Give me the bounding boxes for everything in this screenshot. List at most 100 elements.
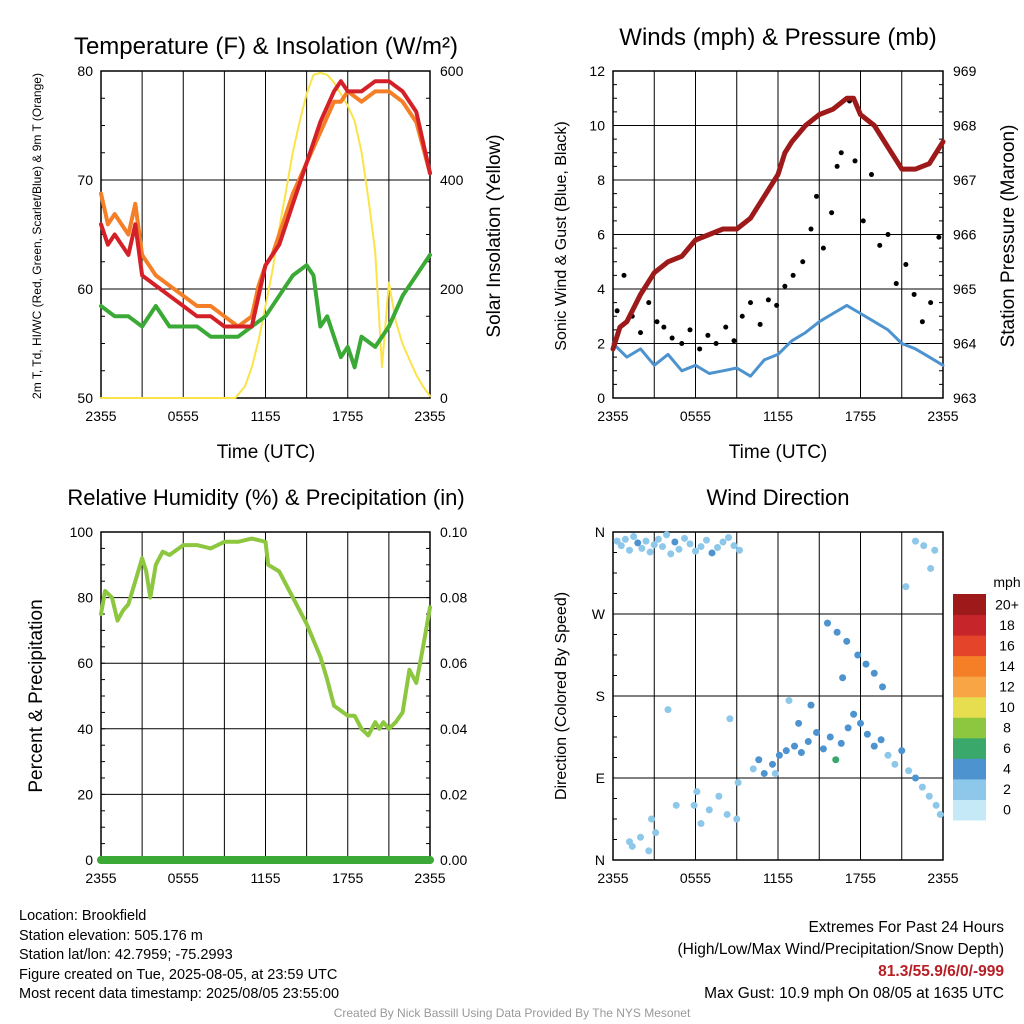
colorbar-swatch xyxy=(953,676,986,698)
direction-point xyxy=(734,779,742,787)
station-info: Location: Brookfield Station elevation: … xyxy=(19,907,339,1005)
gust-point xyxy=(739,313,745,319)
y-tick-label: 0 xyxy=(597,390,605,406)
direction-point xyxy=(870,669,878,677)
pressure-line xyxy=(610,95,946,352)
x-tick-label: 1155 xyxy=(250,408,280,424)
temp-2m-line xyxy=(99,79,432,329)
x-tick-label: 2355 xyxy=(414,870,445,886)
direction-point xyxy=(667,550,675,558)
colorbar-label: 2 xyxy=(1003,781,1011,797)
direction-point xyxy=(905,767,913,775)
y2-tick-label: 969 xyxy=(953,63,977,79)
temperature-ylabel: 2m T, Td, HI/WC (Red, Green, Scarlet/Blu… xyxy=(30,73,44,399)
direction-point xyxy=(769,760,776,768)
direction-point xyxy=(630,533,638,541)
direction-point xyxy=(884,751,892,759)
direction-point xyxy=(646,548,654,556)
direction-point xyxy=(839,674,847,682)
direction-point xyxy=(826,733,834,741)
gust-point xyxy=(869,172,874,178)
direction-point xyxy=(642,537,650,545)
y2-tick-label: 967 xyxy=(953,172,977,188)
gust-point xyxy=(748,300,753,306)
direction-point xyxy=(833,628,841,636)
wind-speed-line xyxy=(611,303,945,378)
direction-point xyxy=(843,637,851,645)
direction-point xyxy=(638,544,646,552)
colorbar-label: 0 xyxy=(1003,802,1011,818)
gust-point xyxy=(903,261,909,267)
y2-tick-label: 0.02 xyxy=(440,786,467,802)
direction-point xyxy=(672,801,680,809)
direction-point xyxy=(686,540,694,548)
winds-ylabel: Sonic Wind & Gust (Blue, Black) xyxy=(553,121,570,350)
direction-point xyxy=(705,806,713,814)
gust-point xyxy=(661,324,667,330)
x-tick-label: 0555 xyxy=(168,408,199,424)
y2-tick-label: 0.00 xyxy=(440,852,467,868)
colorbar-label: 4 xyxy=(1003,761,1011,777)
direction-point xyxy=(693,788,701,796)
direction-point xyxy=(723,810,731,818)
gust-point xyxy=(860,218,866,224)
dewpoint-line xyxy=(99,252,432,370)
credit-line: Created By Nick Bassill Using Data Provi… xyxy=(333,1006,691,1020)
y2-tick-label: 0.06 xyxy=(440,655,467,671)
y2-tick-label: 963 xyxy=(953,390,977,406)
direction-point xyxy=(891,760,899,768)
insolation-ylabel: Solar Insolation (Yellow) xyxy=(484,134,505,337)
gust-point xyxy=(621,272,627,278)
gust-point xyxy=(800,259,806,265)
gust-point xyxy=(713,341,719,346)
y-tick-label: 60 xyxy=(77,655,93,671)
x-tick-label: 1755 xyxy=(845,408,876,424)
colorbar-swatch xyxy=(953,737,986,759)
wind-direction-ylabel: Direction (Colored By Speed) xyxy=(553,592,570,800)
humidity-ylabel: Percent & Precipitation xyxy=(26,599,47,792)
y2-tick-label: 965 xyxy=(953,281,977,297)
direction-point xyxy=(925,792,933,800)
direction-point xyxy=(912,537,919,545)
y-tick-label: 80 xyxy=(77,63,93,79)
x-tick-label: 2355 xyxy=(597,870,628,886)
y2-tick-label: 600 xyxy=(440,63,464,79)
direction-point xyxy=(931,546,939,554)
direction-point xyxy=(681,534,688,542)
humidity-title: Relative Humidity (%) & Precipitation (i… xyxy=(67,485,464,510)
x-tick-label: 2355 xyxy=(85,408,116,424)
direction-point xyxy=(654,535,662,543)
humidity-line xyxy=(99,536,432,738)
gust-point xyxy=(679,341,685,346)
gust-point xyxy=(928,300,934,306)
gust-point xyxy=(919,319,925,325)
y-tick-label: W xyxy=(592,606,606,622)
y2-tick-label: 400 xyxy=(440,172,464,188)
max-gust: Max Gust: 10.9 mph On 08/05 at 1635 UTC xyxy=(704,985,1004,1002)
y2-tick-label: 968 xyxy=(953,118,977,134)
gust-point xyxy=(834,163,840,169)
wind-direction-panel: Wind Direction Direction (Colored By Spe… xyxy=(553,485,1021,886)
direction-point xyxy=(819,745,827,753)
direction-point xyxy=(621,535,629,543)
direction-point xyxy=(879,683,886,691)
x-tick-label: 0555 xyxy=(680,408,711,424)
direction-point xyxy=(927,564,935,572)
direction-point xyxy=(837,739,845,747)
direction-point xyxy=(714,543,721,551)
gust-point xyxy=(808,226,814,232)
extremes-info: Extremes For Past 24 Hours (High/Low/Max… xyxy=(678,917,1005,1005)
temperature-title-text: Temperature (F) & Insolation (W/m²) xyxy=(74,33,458,60)
wind-direction-title: Wind Direction xyxy=(706,485,849,510)
winds-title: Winds (mph) & Pressure (mb) xyxy=(619,24,936,51)
x-tick-label: 2355 xyxy=(85,870,116,886)
gust-point xyxy=(885,232,891,237)
direction-point xyxy=(708,549,716,557)
gust-point xyxy=(829,210,835,216)
y-tick-label: 4 xyxy=(597,281,605,297)
colorbar-swatch xyxy=(953,614,986,636)
winds-panel: Winds (mph) & Pressure (mb) Sonic Wind &… xyxy=(553,24,1019,463)
colorbar-swatch xyxy=(953,696,986,718)
temperature-title: Temperature (F) & Insolation (W/m²) xyxy=(74,33,458,60)
